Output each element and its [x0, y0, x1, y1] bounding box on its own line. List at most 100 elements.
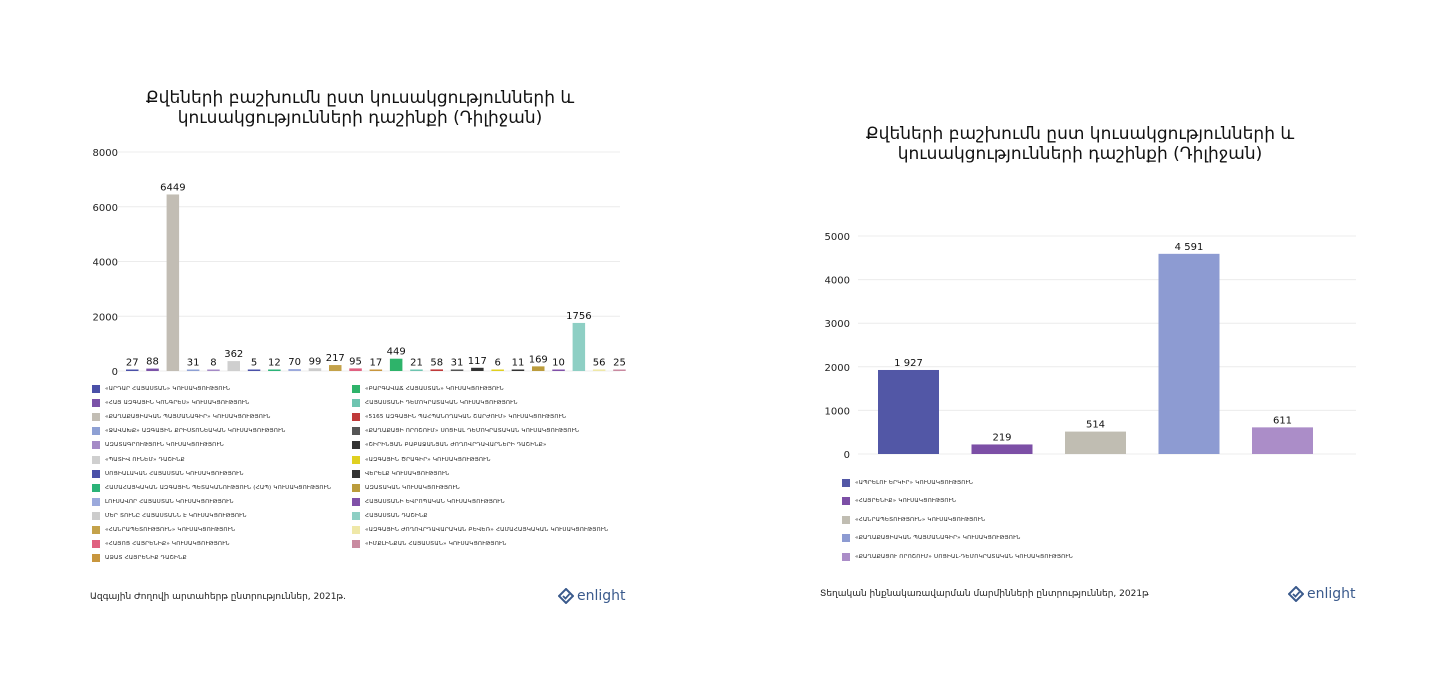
bar — [207, 369, 220, 371]
legend-item: «ԻՄՔԼԻՆՔԱՆ ՀԱՅԱՍՏԱՆ» ԿՈՒՍԱԿՑՈՒԹՅՈՒՆ — [352, 539, 506, 549]
legend-item: «ՇԻՐԻՆՅԱՆ ԲԱԲԱՋԱՆՅԱՆ ԺՈՂՈՎՐԴԱՎԱՐՆԵՐԻ ԴԱՇ… — [352, 440, 547, 450]
bar — [349, 368, 362, 371]
legend-item: ԱԶԱՏԱԿԱՆ ԿՈՒՍԱԿՑՈՒԹՅՈՒՆ — [352, 483, 460, 493]
legend-swatch — [92, 483, 100, 492]
legend-swatch — [842, 479, 850, 487]
legend-label: «ՇԻՐԻՆՅԱՆ ԲԱԲԱՋԱՆՅԱՆ ԺՈՂՈՎՐԴԱՎԱՐՆԵՐԻ ԴԱՇ… — [365, 442, 547, 449]
source-note: Ազգային Ժողովի արտահերթ ընտրություններ, … — [90, 592, 346, 602]
chart-title: Քվեների բաշխումն ըստ կուսակցությունների … — [720, 124, 1440, 164]
legend-swatch — [842, 534, 850, 543]
bar-value-label: 99 — [309, 356, 322, 367]
legend-swatch — [92, 455, 100, 464]
bar — [126, 369, 139, 371]
bar-chart: 0 1000 2000 3000 4000 5000 1 927 219 514 4 591 611 — [825, 232, 1356, 461]
enlight-logo: enlight — [1288, 586, 1356, 602]
legend-swatch — [92, 385, 100, 393]
legend-item: ՎԵՐԵԼՔ ԿՈՒՍԱԿՑՈՒԹՅՈՒՆ — [352, 469, 449, 479]
legend-swatch — [92, 497, 100, 506]
legend-swatch — [352, 483, 360, 492]
bar-value-label: 12 — [268, 358, 281, 369]
bar — [491, 369, 504, 371]
enlight-logo: enlight — [558, 588, 626, 604]
legend-swatch — [352, 455, 360, 464]
legend-item: ՀԱՅԱՍՏԱՆ ԴԱՇԻՆՔ — [352, 511, 428, 521]
y-tick-label: 6000 — [93, 203, 118, 214]
legend-label: ՍՈՑԻԱԼԱԿԱՆ ՀԱՅԱՍՏԱՆ ԿՈՒՍԱԿՑՈՒԹՅՈՒՆ — [105, 470, 244, 477]
legend-label: «ԲԱՐԳԱՎԱՃ ՀԱՅԱՍՏԱՆ» ԿՈՒՍԱԿՑՈՒԹՅՈՒՆ — [365, 386, 504, 392]
bar-value-label: 362 — [224, 349, 243, 360]
y-tick-label: 4000 — [825, 276, 850, 287]
bar-value-label: 169 — [529, 354, 548, 365]
legend-label: «ԻՄՔԼԻՆՔԱՆ ՀԱՅԱՍՏԱՆ» ԿՈՒՍԱԿՑՈՒԹՅՈՒՆ — [365, 541, 507, 548]
bar-value-label: 56 — [593, 357, 606, 368]
legend-swatch — [352, 399, 360, 408]
legend-item: «ՀԱՅՈՑ ՀԱՅՐԵՆԻՔ» ԿՈՒՍԱԿՑՈՒԹՅՈՒՆ — [92, 539, 230, 549]
bar — [471, 367, 484, 371]
legend-label: «ԱՐԴԱՐ ՀԱՅԱՍՏԱՆ» ԿՈՒՍԱԿՑՈՒԹՅՈՒՆ — [105, 386, 231, 392]
legend-label: ՀԱՅԱՍՏԱՆԻ ԴԵՄՈԿՐԱՏԱԿԱՆ ԿՈՒՍԱԿՑՈՒԹՅՈՒՆ — [365, 400, 518, 407]
legend-label: «ՀԱՆՐԱՊԵՏՈՒԹՅՈՒՆ» ԿՈՒՍԱԿՑՈՒԹՅՈՒՆ — [105, 527, 236, 533]
bar-value-label: 611 — [1273, 415, 1292, 426]
legend-item: «5165 ԱԶԳԱՅԻՆ ՊԱՀՊԱՆՈՂԱԿԱՆ ՇԱՐԺՈՒՄ» ԿՈՒՍ… — [352, 412, 566, 422]
y-tick-label: 0 — [112, 367, 118, 378]
legend-swatch — [352, 540, 360, 549]
legend-swatch — [352, 526, 360, 534]
legend-swatch — [92, 554, 100, 563]
bar-value-label: 17 — [369, 358, 382, 369]
legend-label: ՎԵՐԵԼՔ ԿՈՒՍԱԿՑՈՒԹՅՈՒՆ — [365, 470, 450, 477]
y-tick-label: 4000 — [93, 258, 118, 269]
bar-value-label: 88 — [146, 357, 159, 368]
bar — [878, 369, 939, 454]
legend-label: ԱԶԱՏԱԳՐՈՒԹՅՈՒՆ ԿՈՒՍԱԿՑՈՒԹՅՈՒՆ — [105, 442, 224, 449]
legend-label: ՀԱՅԱՍՏԱՆԻ ԵՎՐՈՊԱԿԱՆ ԿՈՒՍԱԿՑՈՒԹՅՈՒՆ — [365, 498, 505, 505]
chart-title: Քվեների բաշխումն ըստ կուսակցությունների … — [0, 88, 720, 128]
bar-value-label: 217 — [326, 353, 345, 364]
legend-label: ՄԵՐ ՏՈՒՆԸ ՀԱՅԱՍՏԱՆՆ Է ԿՈՒՍԱԿՑՈՒԹՅՈՒՆ — [105, 512, 247, 519]
bar — [592, 369, 606, 371]
bar — [613, 369, 626, 371]
legend-swatch — [92, 427, 100, 436]
legend-item: «ԱԶԳԱՅԻՆ ԺՈՂՈՎՐԴԱՎԱՐԱԿԱՆ ԲԵՎԵՌ» ՀԱՄԱՀԱՅԿ… — [352, 525, 608, 535]
bar — [288, 369, 301, 371]
bar-value-label: 449 — [387, 347, 406, 358]
legend-item: ՀԱՄԱՀԱՅԿԱԿԱՆ ԱԶԳԱՅԻՆ ՊԵՏԱԿԱՆՈՒԹՅՈՒՆ (ՀԱՊ… — [92, 483, 331, 493]
legend-swatch — [92, 540, 100, 549]
bar-value-label: 21 — [410, 358, 423, 369]
legend-label: «ՔԱՂԱՔԱՑԻ ՈՐՈՇՈՒՄ» ՍՈՑԻԱԼ ԴԵՄՈԿՐԱՏԱԿԱՆ Կ… — [365, 428, 580, 435]
logo-text: enlight — [1307, 586, 1356, 602]
legend-item: «ՔԱՂԱՔԱՑՈՒ ՈՐՈՇՈՒՄ» ՍՈՑԻԱԼ-ԴԵՄՈԿՐԱՏԱԿԱՆ … — [842, 552, 1073, 562]
bar-value-label: 6449 — [160, 182, 185, 193]
bar-value-label: 4 591 — [1175, 242, 1204, 253]
bar — [552, 369, 565, 371]
y-tick-label: 0 — [844, 450, 850, 461]
legend-item: ԱՁԱՏ ՀԱՅՐԵՆԻՔ ԴԱՇԻՆՔ — [92, 553, 187, 563]
legend-item: ՄԵՐ ՏՈՒՆԸ ՀԱՅԱՍՏԱՆՆ Է ԿՈՒՍԱԿՑՈՒԹՅՈՒՆ — [92, 511, 247, 521]
bar — [186, 369, 200, 371]
legend-swatch — [352, 413, 360, 422]
legend-item: «ՊԱՏԻՎ ՈՒՆԵՄ» ԴԱՇԻՆՔ — [92, 455, 185, 465]
legend-label: «ՔԱՂԱՔԱՑԻԱԿԱՆ ՊԱՅՄԱՆԱԳԻՐ» ԿՈՒՍԱԿՑՈՒԹՅՈՒՆ — [855, 535, 1021, 542]
legend-label: «ԱԶԳԱՅԻՆ ԺՈՂՈՎՐԴԱՎԱՐԱԿԱՆ ԲԵՎԵՌ» ՀԱՄԱՀԱՅԿ… — [365, 527, 609, 533]
legend-item: ԱԶԱՏԱԳՐՈՒԹՅՈՒՆ ԿՈՒՍԱԿՑՈՒԹՅՈՒՆ — [92, 440, 224, 450]
bar — [247, 369, 261, 371]
chart-title-line: կուսակցությունների դաշինքի (Դիլիջան) — [177, 108, 543, 128]
bar-value-label: 6 — [494, 358, 500, 369]
legend-label: «ԱԶԳԱՅԻՆ ԾՐԱԳԻՐ» ԿՈՒՍԱԿՑՈՒԹՅՈՒՆ — [365, 456, 491, 463]
bar-value-label: 117 — [468, 356, 487, 367]
bar — [430, 369, 443, 371]
legend-label: «5165 ԱԶԳԱՅԻՆ ՊԱՀՊԱՆՈՂԱԿԱՆ ՇԱՐԺՈՒՄ» ԿՈՒՍ… — [365, 414, 567, 421]
bar — [410, 369, 423, 371]
bar — [166, 194, 180, 371]
bar-value-label: 5 — [251, 358, 257, 369]
legend-label: «ՀԱՅՈՑ ՀԱՅՐԵՆԻՔ» ԿՈՒՍԱԿՑՈՒԹՅՈՒՆ — [105, 541, 230, 548]
bar — [1065, 431, 1126, 454]
bar-value-label: 1756 — [566, 311, 591, 322]
bar-value-label: 10 — [552, 358, 565, 369]
bar-value-label: 1 927 — [894, 358, 923, 369]
bar-value-label: 95 — [349, 356, 362, 367]
legend-label: «ՀԱՆՐԱՊԵՏՈՒԹՅՈՒՆ» ԿՈՒՍԱԿՑՈՒԹՅՈՒՆ — [855, 516, 986, 523]
legend-label: ԼՈՒՍԱՎՈՐ ՀԱՅԱՍՏԱՆ ԿՈՒՍԱԿՑՈՒԹՅՈՒՆ — [105, 498, 234, 505]
bar — [268, 369, 281, 371]
bar — [329, 365, 342, 371]
